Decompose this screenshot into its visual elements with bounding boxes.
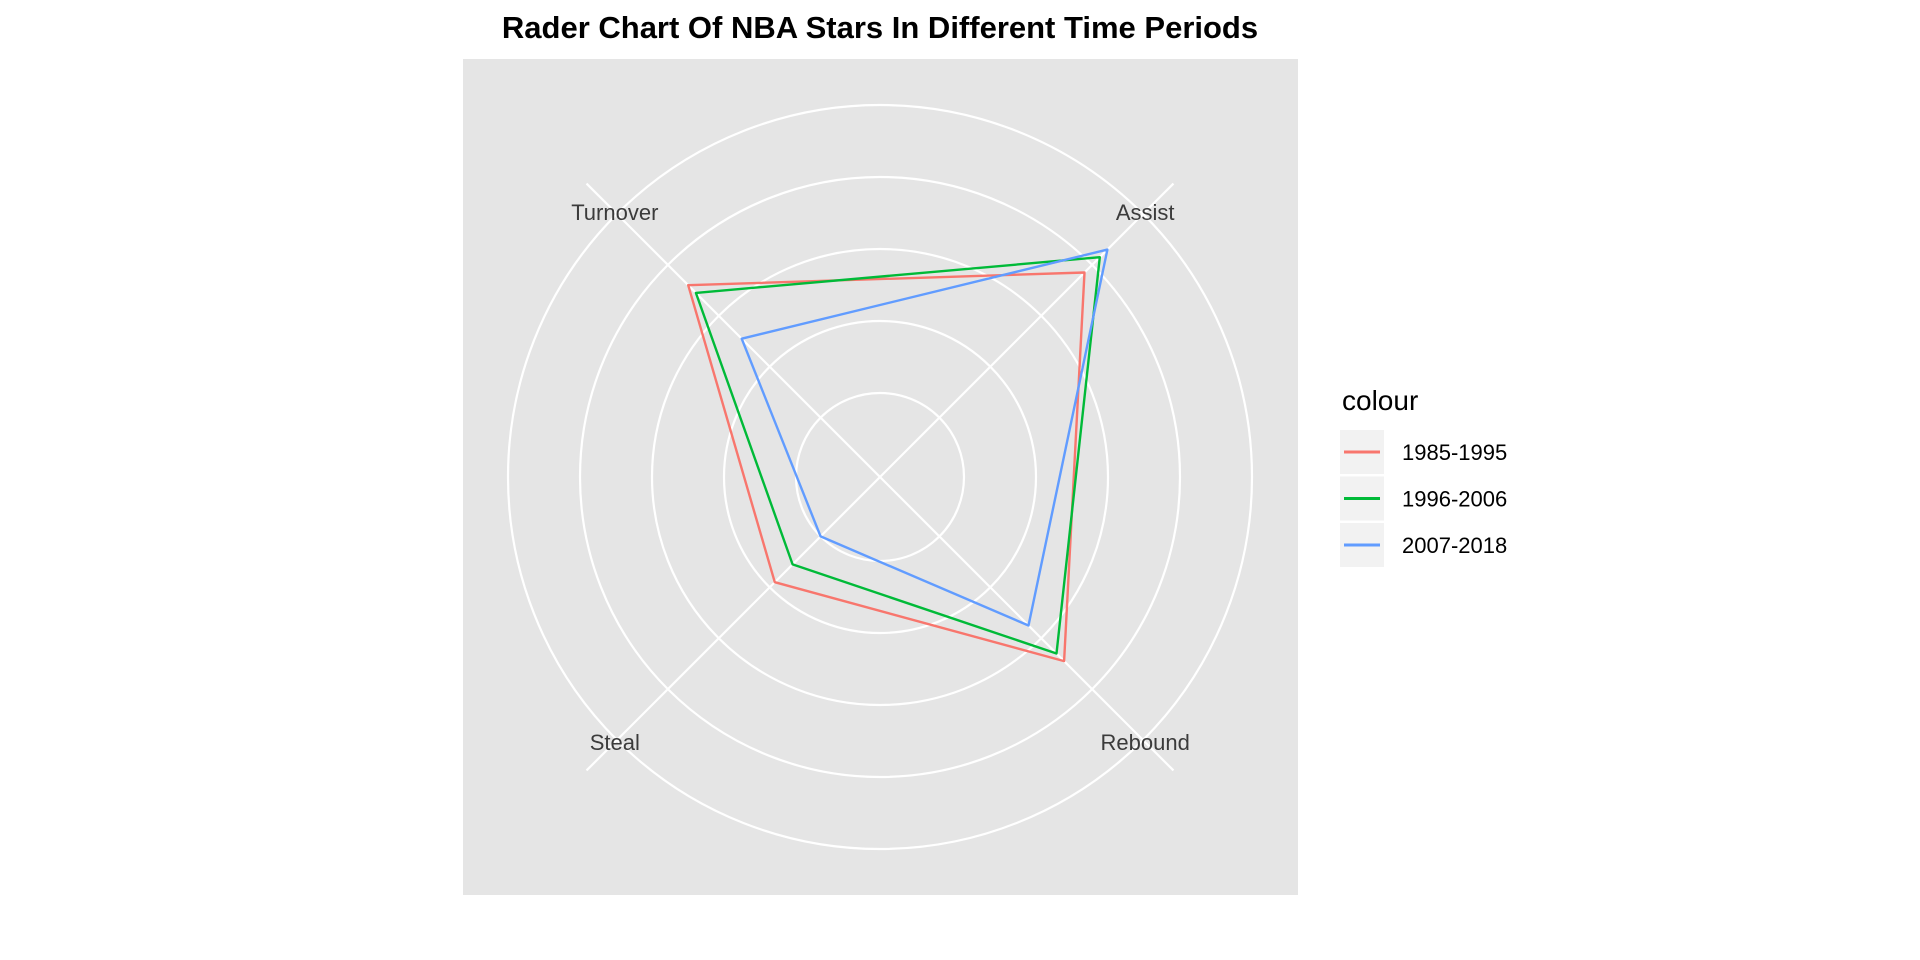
legend-label-2: 1996-2006	[1402, 487, 1507, 512]
grid-circle	[506, 103, 1254, 851]
series-line-3	[740, 248, 1109, 627]
axis-spoke-turnover	[585, 182, 881, 478]
axis-label-assist: Assist	[1116, 200, 1175, 225]
grid-circle	[578, 175, 1182, 779]
series-line-2	[694, 256, 1102, 655]
legend: colour 1985-1995 1996-2006 2007-2018	[1340, 385, 1507, 567]
legend-label-1: 1985-1995	[1402, 440, 1507, 465]
axis-label-turnover: Turnover	[571, 200, 658, 225]
legend-title: colour	[1342, 385, 1418, 416]
legend-label-3: 2007-2018	[1402, 533, 1507, 558]
axis-labels: Assist Rebound Steal Turnover	[571, 200, 1190, 755]
axis-spoke-assist	[879, 182, 1175, 478]
axis-label-rebound: Rebound	[1101, 730, 1190, 755]
axis-spoke-steal	[585, 476, 881, 772]
radial-grid	[506, 103, 1254, 851]
grid-circle	[650, 247, 1110, 707]
grid-circle	[722, 319, 1038, 635]
data-series	[687, 248, 1109, 663]
axis-label-steal: Steal	[590, 730, 640, 755]
chart-title: Rader Chart Of NBA Stars In Different Ti…	[502, 10, 1258, 45]
